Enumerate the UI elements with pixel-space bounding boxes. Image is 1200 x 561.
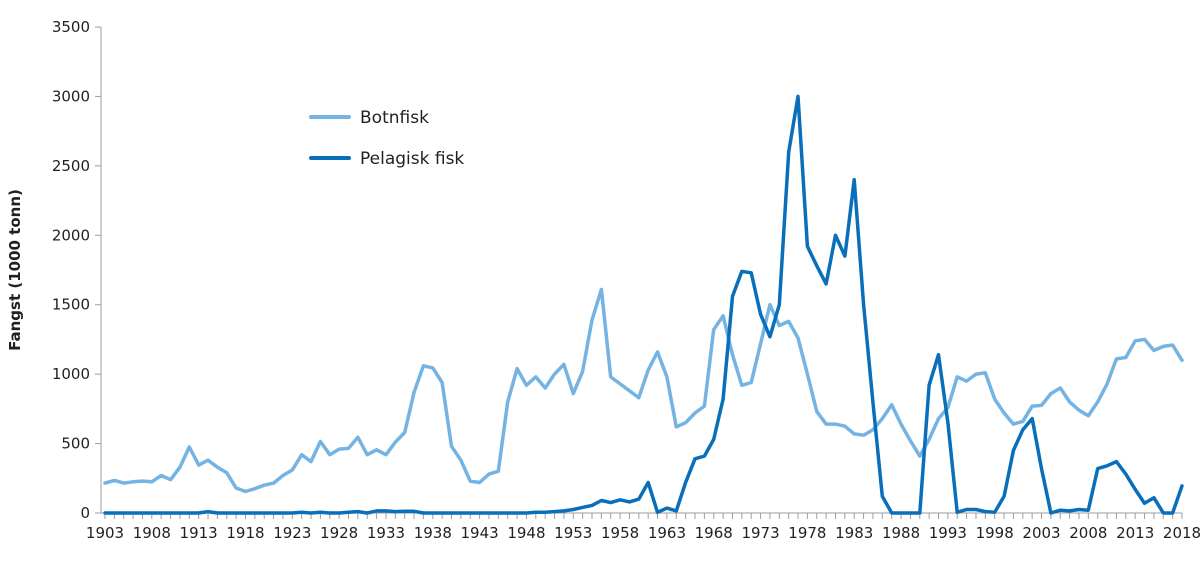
x-tick-label: 1963 [648, 524, 686, 542]
series-line-pelagisk-fisk [103, 94, 1184, 515]
x-tick-label: 1988 [882, 524, 920, 542]
x-tick-label: 1928 [320, 524, 358, 542]
x-tick-label: 1953 [554, 524, 592, 542]
series-line-botnfisk [103, 287, 1184, 494]
x-tick-label: 1943 [461, 524, 499, 542]
x-tick-label: 2003 [1022, 524, 1060, 542]
legend-label: Botnfisk [360, 108, 429, 128]
x-tick-label: 1908 [133, 524, 171, 542]
y-axis: 0 500 1000 1500 2000 2500 3000 3500 [52, 18, 102, 522]
x-tick-label: 1958 [601, 524, 639, 542]
x-tick-label: 2018 [1163, 524, 1200, 542]
series-layer [103, 94, 1184, 515]
y-tick-label: 1500 [52, 296, 90, 314]
legend: Botnfisk Pelagisk fisk [309, 108, 464, 169]
x-axis: 1903 1908 1913 1918 1923 1928 1933 1938 1943 1948… [86, 512, 1200, 542]
x-tick-label: 1903 [86, 524, 124, 542]
x-tick-label: 1923 [273, 524, 311, 542]
x-tick-label: 2013 [1116, 524, 1154, 542]
x-tick-label: 1918 [226, 524, 264, 542]
x-tick-label: 1913 [180, 524, 218, 542]
y-tick-label: 3000 [52, 87, 90, 105]
x-tick-label: 1933 [367, 524, 405, 542]
y-tick-label: 500 [61, 435, 90, 453]
x-tick-label: 1968 [695, 524, 733, 542]
y-tick-label: 2500 [52, 157, 90, 175]
x-tick-label: 1948 [507, 524, 545, 542]
x-tick-label: 1938 [414, 524, 452, 542]
y-tick-label: 2000 [52, 226, 90, 244]
x-tick-label: 2008 [1069, 524, 1107, 542]
x-tick-label: 1983 [835, 524, 873, 542]
y-axis-title: Fangst (1000 tonn) [6, 189, 24, 351]
legend-label: Pelagisk fisk [360, 149, 464, 169]
y-tick-label: 3500 [52, 18, 90, 36]
x-tick-label: 1993 [929, 524, 967, 542]
y-tick-label: 0 [80, 504, 90, 522]
x-tick-label: 1998 [976, 524, 1014, 542]
x-tick-label: 1973 [741, 524, 779, 542]
x-tick-label: 1978 [788, 524, 826, 542]
y-tick-label: 1000 [52, 365, 90, 383]
